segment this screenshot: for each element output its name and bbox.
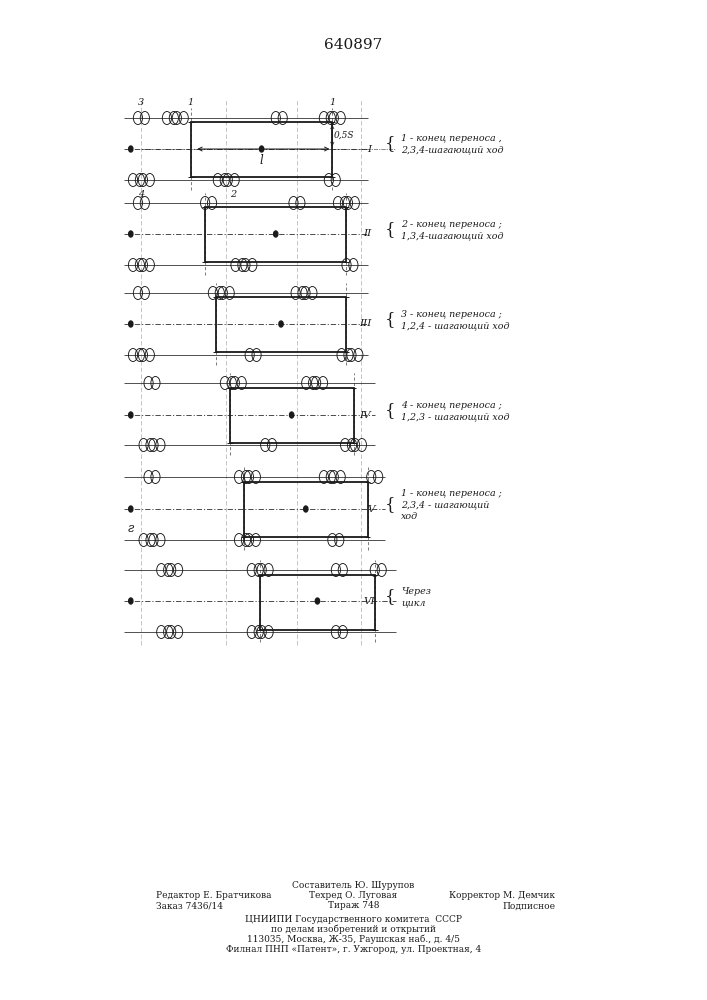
Text: ЦНИИПИ Государственного комитета  СССР: ЦНИИПИ Государственного комитета СССР xyxy=(245,914,462,924)
Circle shape xyxy=(129,598,133,604)
Text: Через
цикл: Через цикл xyxy=(401,587,431,607)
Bar xyxy=(260,575,375,630)
Circle shape xyxy=(290,412,294,418)
Text: 0,5S: 0,5S xyxy=(334,131,354,140)
Text: IV: IV xyxy=(360,410,371,420)
Text: {: { xyxy=(385,222,396,238)
Text: 1 - конец переноса ,
2,3,4-шагающий ход: 1 - конец переноса , 2,3,4-шагающий ход xyxy=(401,134,503,154)
Circle shape xyxy=(129,321,133,327)
Text: V: V xyxy=(367,504,375,514)
Circle shape xyxy=(129,231,133,237)
Text: VI: VI xyxy=(363,596,375,605)
Text: 1: 1 xyxy=(188,98,194,107)
Text: Заказ 7436/14: Заказ 7436/14 xyxy=(156,902,223,910)
Text: Филнал ПНП «Патент», г. Ужгород, ул. Проектная, 4: Филнал ПНП «Патент», г. Ужгород, ул. Про… xyxy=(226,944,481,954)
Circle shape xyxy=(129,506,133,512)
Text: III: III xyxy=(358,320,371,328)
Text: 3: 3 xyxy=(139,98,144,107)
Circle shape xyxy=(259,146,264,152)
Text: l: l xyxy=(259,154,264,167)
Text: 1 - конец переноса ;
2,3,4 - шагающий
ход: 1 - конец переноса ; 2,3,4 - шагающий хо… xyxy=(401,489,502,521)
Circle shape xyxy=(304,506,308,512)
Circle shape xyxy=(274,231,278,237)
Bar xyxy=(191,122,332,177)
Text: Подписное: Подписное xyxy=(502,902,555,910)
Text: 3 - конец переноса ;
1,2,4 - шагающий ход: 3 - конец переноса ; 1,2,4 - шагающий хо… xyxy=(401,310,509,330)
Bar xyxy=(205,207,346,262)
Text: {: { xyxy=(385,496,396,514)
Text: Тираж 748: Тираж 748 xyxy=(328,902,379,910)
Text: 4 - конец переноса ;
1,2,3 - шагающий ход: 4 - конец переноса ; 1,2,3 - шагающий хо… xyxy=(401,401,509,421)
Text: {: { xyxy=(385,588,396,605)
Text: ƨ: ƨ xyxy=(127,522,134,536)
Text: {: { xyxy=(385,135,396,152)
Text: 113035, Москва, Ж-35, Раушская наб., д. 4/5: 113035, Москва, Ж-35, Раушская наб., д. … xyxy=(247,934,460,944)
Bar xyxy=(216,297,346,352)
Text: 2 - конец переноса ;
1,3,4-шагающий ход: 2 - конец переноса ; 1,3,4-шагающий ход xyxy=(401,220,503,240)
Circle shape xyxy=(279,321,283,327)
Text: I: I xyxy=(367,144,371,153)
Text: по делам изобретений и открытий: по делам изобретений и открытий xyxy=(271,924,436,934)
Text: 640897: 640897 xyxy=(325,38,382,52)
Text: Корректор М. Демчик: Корректор М. Демчик xyxy=(449,892,555,900)
Bar xyxy=(230,388,354,443)
Text: Редактор Е. Братчикова: Редактор Е. Братчикова xyxy=(156,892,271,900)
Circle shape xyxy=(129,412,133,418)
Text: 2: 2 xyxy=(230,190,236,199)
Bar xyxy=(244,482,368,537)
Circle shape xyxy=(129,146,133,152)
Circle shape xyxy=(315,598,320,604)
Text: Техред О. Луговая: Техред О. Луговая xyxy=(310,892,397,900)
Text: 1: 1 xyxy=(329,98,335,107)
Text: {: { xyxy=(385,402,396,420)
Text: 4: 4 xyxy=(139,190,144,199)
Text: Составитель Ю. Шурупов: Составитель Ю. Шурупов xyxy=(293,880,414,890)
Text: II: II xyxy=(363,230,371,238)
Text: {: { xyxy=(385,312,396,328)
